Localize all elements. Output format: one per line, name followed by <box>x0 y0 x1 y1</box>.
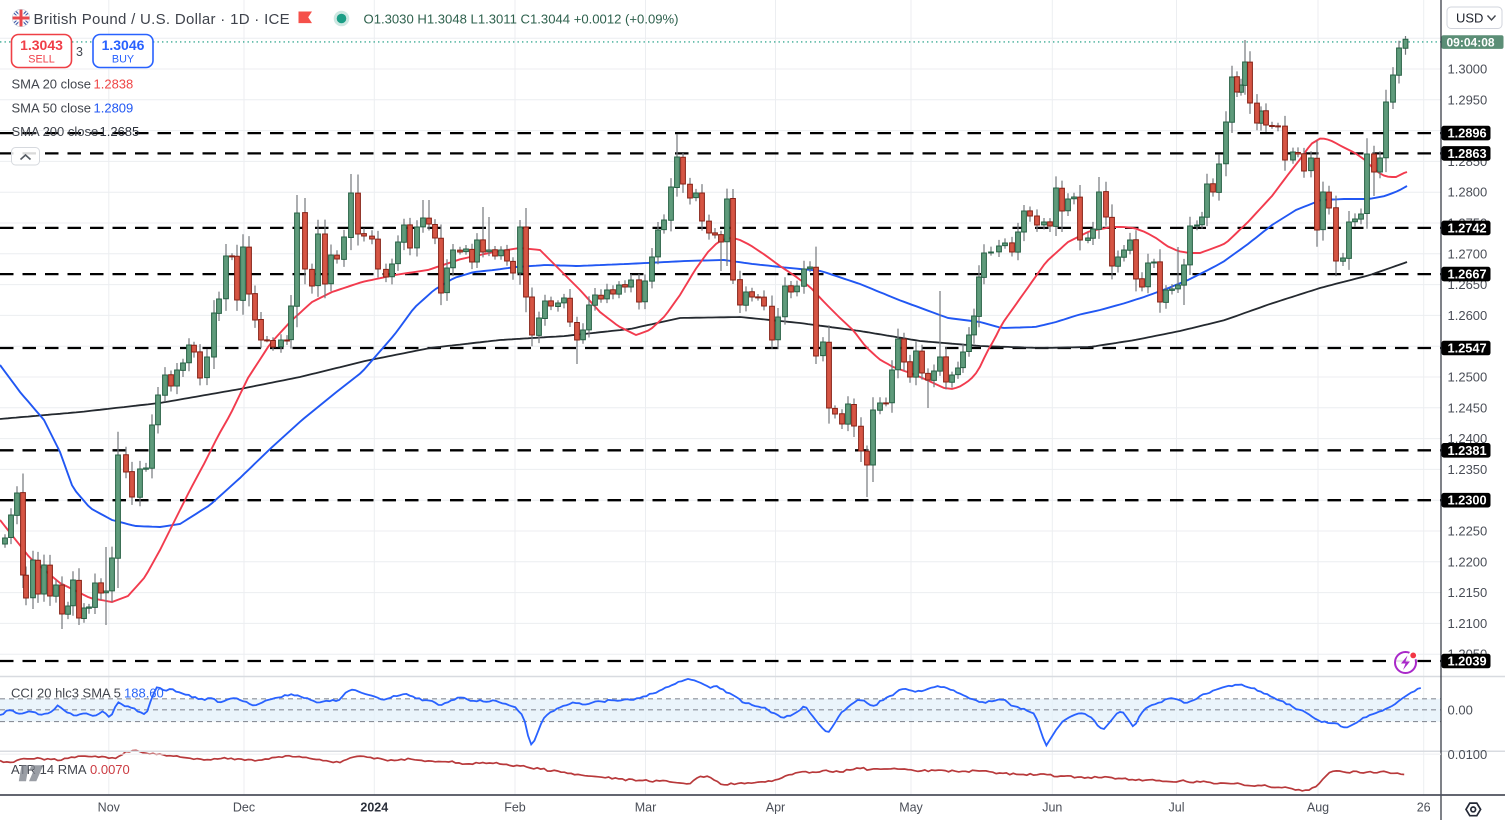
svg-text:1.2600: 1.2600 <box>1448 308 1488 323</box>
svg-text:1.2150: 1.2150 <box>1448 585 1488 600</box>
svg-text:1.2350: 1.2350 <box>1448 462 1488 477</box>
svg-text:SMA 50 close: SMA 50 close <box>12 100 92 115</box>
svg-text:1.3000: 1.3000 <box>1448 62 1488 77</box>
svg-text:0.00: 0.00 <box>1448 702 1473 717</box>
svg-text:1.2200: 1.2200 <box>1448 554 1488 569</box>
svg-text:1.2400: 1.2400 <box>1448 431 1488 446</box>
svg-text:0.0070: 0.0070 <box>90 762 130 777</box>
svg-text:3: 3 <box>76 45 83 59</box>
svg-text:1.2100: 1.2100 <box>1448 616 1488 631</box>
svg-text:1.2667: 1.2667 <box>1448 267 1487 282</box>
svg-text:CCI 20 hlc3 SMA 5: CCI 20 hlc3 SMA 5 <box>11 686 121 701</box>
svg-text:Mar: Mar <box>635 801 657 815</box>
svg-text:1.2800: 1.2800 <box>1448 185 1488 200</box>
svg-text:1.2700: 1.2700 <box>1448 246 1488 261</box>
svg-text:1.2863: 1.2863 <box>1448 146 1487 161</box>
svg-text:Nov: Nov <box>98 801 121 815</box>
svg-text:SMA 20 close: SMA 20 close <box>12 76 92 91</box>
svg-text:Apr: Apr <box>766 801 785 815</box>
svg-text:1.2450: 1.2450 <box>1448 400 1488 415</box>
svg-text:Aug: Aug <box>1307 801 1329 815</box>
svg-text:1.2838: 1.2838 <box>94 76 134 91</box>
svg-text:1.2896: 1.2896 <box>1448 126 1487 141</box>
svg-text:British Pound / U.S. Dollar ·: British Pound / U.S. Dollar · 1D · ICE <box>34 11 290 28</box>
svg-text:1.2039: 1.2039 <box>1448 654 1487 669</box>
svg-text:1.2381: 1.2381 <box>1448 443 1487 458</box>
svg-text:09:04:08: 09:04:08 <box>1447 35 1495 49</box>
svg-text:O1.3030 H1.3048 L1.3011 C1.304: O1.3030 H1.3048 L1.3011 C1.3044 +0.0012 … <box>364 11 679 26</box>
svg-text:1.2809: 1.2809 <box>94 100 134 115</box>
svg-text:1.2950: 1.2950 <box>1448 92 1488 107</box>
svg-text:USD: USD <box>1456 10 1483 25</box>
svg-text:1.3046: 1.3046 <box>102 37 145 53</box>
svg-text:SELL: SELL <box>28 53 54 65</box>
svg-text:Jul: Jul <box>1169 801 1185 815</box>
svg-text:SMA 200 close: SMA 200 close <box>12 124 99 139</box>
svg-text:1.2300: 1.2300 <box>1448 493 1487 508</box>
svg-text:1.2547: 1.2547 <box>1448 341 1487 356</box>
svg-text:1.2685: 1.2685 <box>100 124 140 139</box>
svg-text:0.0100: 0.0100 <box>1448 747 1488 762</box>
svg-text:26: 26 <box>1417 801 1431 815</box>
svg-text:1.3043: 1.3043 <box>20 37 63 53</box>
svg-text:1.2250: 1.2250 <box>1448 524 1488 539</box>
svg-text:1.2500: 1.2500 <box>1448 370 1488 385</box>
svg-text:ATR 14 RMA: ATR 14 RMA <box>11 762 87 777</box>
svg-text:Jun: Jun <box>1042 801 1062 815</box>
svg-text:Dec: Dec <box>233 801 255 815</box>
svg-text:BUY: BUY <box>112 53 134 65</box>
svg-text:2024: 2024 <box>360 801 388 815</box>
svg-text:May: May <box>899 801 923 815</box>
svg-text:1.2742: 1.2742 <box>1448 220 1487 235</box>
svg-text:Feb: Feb <box>504 801 526 815</box>
svg-text:188.60: 188.60 <box>124 686 164 701</box>
